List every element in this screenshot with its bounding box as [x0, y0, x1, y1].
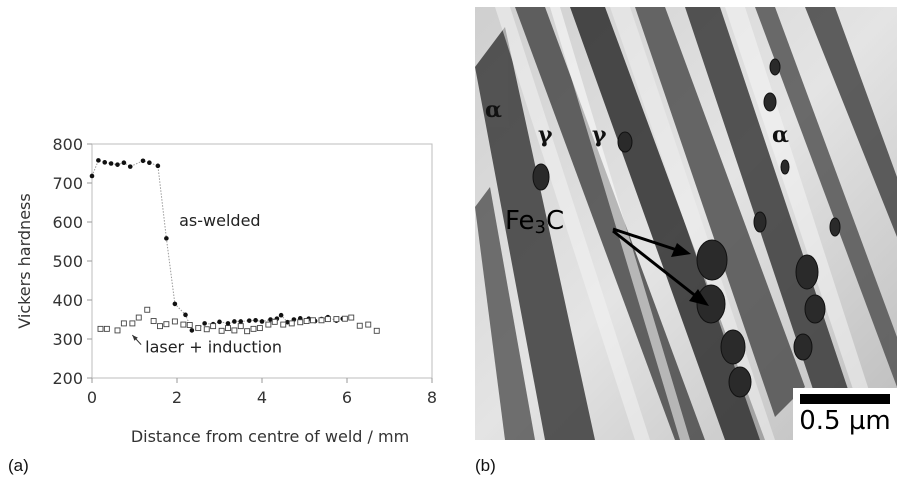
y-tick-label: 400	[52, 291, 83, 310]
laser-induction-point	[318, 317, 325, 324]
as-welded-annotation: as-welded	[179, 211, 260, 230]
hardness-chart: 200 300 400 500 600 700 800 0 2 4 6 8 Distance from …	[15, 135, 437, 446]
laser-induction-point	[129, 320, 136, 327]
as-welded-point	[225, 321, 231, 326]
y-tick-label: 600	[52, 213, 83, 232]
panel-a-label: (a)	[8, 456, 29, 475]
x-tick-label: 0	[87, 388, 97, 407]
laser-induction-point	[180, 321, 187, 328]
x-tick-label: 2	[172, 388, 182, 407]
y-tick-label: 800	[52, 135, 83, 154]
laser-induction-point	[271, 318, 278, 325]
laser-induction-point	[333, 316, 340, 323]
laser-induction-point	[244, 328, 251, 335]
laser-induction-point	[265, 321, 272, 328]
x-tick-label: 6	[342, 388, 352, 407]
laser-induction-point	[365, 321, 372, 328]
as-welded-point	[102, 160, 108, 165]
scale-bar-label: 0.5 µm	[799, 406, 891, 436]
as-welded-point	[278, 312, 284, 318]
y-tick-label: 500	[52, 252, 83, 271]
gamma-label-1: γ	[538, 122, 553, 148]
as-welded-point	[268, 317, 273, 322]
series-line	[91, 159, 343, 332]
as-welded-point	[189, 328, 195, 333]
laser-induction-point	[97, 325, 104, 332]
laser-induction-point	[256, 325, 263, 332]
fe3c-arrows	[612, 227, 709, 306]
laser-induction-point	[157, 323, 163, 330]
laser-induction-point	[103, 325, 110, 332]
laser-induction-point	[237, 323, 244, 330]
as-welded-point	[183, 312, 188, 318]
laser-induction-point	[163, 321, 170, 328]
tem-micrograph: α γ γ α Fe3C 0.5 µm	[475, 7, 897, 440]
scale-bar	[800, 394, 890, 404]
as-welded-point	[217, 319, 222, 325]
laser-induction-annotation: laser + induction	[145, 338, 282, 357]
gamma-label-2: γ	[592, 122, 607, 148]
as-welded-point	[259, 319, 265, 324]
laser-induction-point	[210, 323, 217, 330]
laser-induction-point	[231, 327, 238, 334]
as-welded-point	[253, 317, 258, 323]
laser-induction-point	[356, 322, 363, 329]
laser-induction-point	[310, 317, 316, 324]
laser-induction-point	[348, 314, 355, 321]
as-welded-point	[89, 173, 95, 179]
alpha-label-right: α	[772, 122, 789, 148]
laser-induction-point	[150, 318, 157, 325]
as-welded-point	[164, 236, 169, 241]
y-axis-title: Vickers hardness	[15, 193, 34, 328]
as-welded-point	[147, 160, 152, 166]
as-welded-point	[140, 158, 146, 164]
laser-induction-point	[195, 325, 202, 332]
as-welded-point	[202, 321, 207, 326]
fe3c-label: Fe3C	[505, 206, 564, 238]
laser-induction-point	[135, 314, 142, 321]
laser-induction-point	[114, 327, 121, 334]
laser-induction-point	[297, 319, 304, 326]
as-welded-point	[172, 301, 178, 307]
as-welded-point	[246, 318, 252, 323]
as-welded-point	[238, 319, 244, 324]
laser-induction-point	[171, 318, 178, 325]
as-welded-point	[285, 319, 290, 325]
laser-induction-point	[341, 315, 348, 322]
laser-induction-point	[280, 321, 287, 328]
y-tick-label: 200	[52, 369, 83, 388]
as-welded-point	[96, 158, 101, 163]
as-welded-point	[232, 319, 237, 324]
laser-induction-point	[303, 318, 310, 325]
micrograph-image: α γ γ α Fe3C	[475, 7, 897, 440]
laser-induction-point	[203, 326, 210, 333]
x-tick-label: 8	[427, 388, 437, 407]
as-welded-point	[115, 162, 120, 167]
laser-induction-point	[225, 325, 231, 332]
panel-b-label: (b)	[475, 456, 496, 475]
as-welded-point	[155, 163, 161, 169]
laser-induction-point	[373, 327, 380, 334]
x-tick-label: 4	[257, 388, 267, 407]
y-tick-label: 700	[52, 174, 83, 193]
alpha-label-left: α	[485, 97, 502, 123]
as-welded-point	[121, 160, 127, 166]
laser-induction-point	[324, 316, 331, 323]
laser-induction-point	[250, 325, 257, 332]
laser-induction-point	[144, 306, 151, 313]
annotation-arrow-head	[132, 335, 138, 341]
x-axis-title: Distance from centre of weld / mm	[131, 427, 409, 446]
scale-bar-box: 0.5 µm	[793, 388, 897, 440]
as-welded-point	[108, 161, 114, 166]
laser-induction-point	[288, 320, 295, 327]
y-tick-label: 300	[52, 330, 83, 349]
laser-induction-point	[120, 320, 127, 327]
laser-induction-point	[186, 322, 193, 328]
as-welded-point	[127, 164, 133, 169]
laser-induction-point	[218, 327, 225, 334]
